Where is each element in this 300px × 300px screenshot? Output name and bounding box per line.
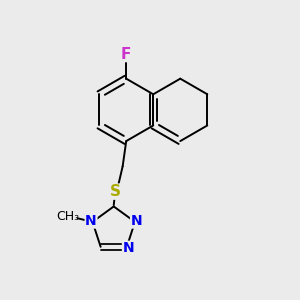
Text: N: N bbox=[122, 241, 134, 255]
Text: CH₃: CH₃ bbox=[57, 210, 80, 223]
Text: S: S bbox=[110, 184, 121, 199]
Text: N: N bbox=[85, 214, 97, 228]
Text: N: N bbox=[130, 214, 142, 228]
Text: F: F bbox=[121, 47, 131, 62]
